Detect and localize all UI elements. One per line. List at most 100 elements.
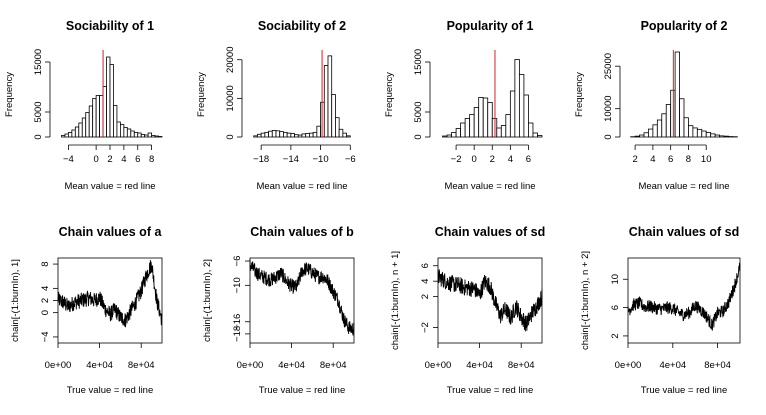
y-axis-label: chain[-(1:burnIn), n + 1] <box>390 251 401 350</box>
hist-bar <box>524 95 529 137</box>
y-axis-label: chain[-(1:burnIn), n + 2] <box>580 251 591 350</box>
x-axis-label: True value = red line <box>67 385 154 396</box>
hist-bar <box>443 136 448 137</box>
y-axis-label: Frequency <box>574 72 585 117</box>
hist-bar <box>309 133 313 137</box>
y-tick-label: −6 <box>232 256 243 267</box>
hist-bar <box>335 118 339 137</box>
hist-bar <box>113 106 116 138</box>
hist-bar <box>675 52 679 137</box>
hist-bar <box>276 131 280 137</box>
hist-bar <box>82 118 85 137</box>
hist-bar <box>666 104 670 137</box>
hist-bar <box>653 125 657 137</box>
hist-bar <box>501 126 506 138</box>
x-tick-label: −2 <box>451 154 462 165</box>
y-axis-label: Frequency <box>384 72 395 117</box>
y-tick-label: 0 <box>413 134 424 139</box>
hist-bar <box>127 129 130 137</box>
hist-bar <box>291 134 295 137</box>
y-tick-label: 4 <box>40 286 51 291</box>
hist-bar <box>313 132 317 137</box>
hist-bar <box>68 133 71 138</box>
x-tick-label: 0e+00 <box>237 360 264 371</box>
hist-bar <box>134 133 137 138</box>
hist-bar <box>488 103 493 138</box>
panel-2: Sociability of 2−18−14−10−601000020000Me… <box>196 19 356 192</box>
hist-bar <box>280 132 284 137</box>
x-tick-label: 4 <box>650 154 655 165</box>
x-axis-label: True value = red line <box>447 385 534 396</box>
panel-title: Sociability of 2 <box>258 19 346 33</box>
hist-bar <box>456 129 461 138</box>
hist-bar <box>124 128 127 138</box>
y-axis: −18−16−10−6 <box>232 256 250 342</box>
hist-bar <box>120 125 123 138</box>
hist-bar <box>324 66 328 137</box>
y-tick-label: 5000 <box>33 101 44 122</box>
y-tick-label: 10 <box>610 274 621 285</box>
hist-bar <box>702 131 706 137</box>
x-axis-label: Mean value = red line <box>638 181 729 192</box>
y-tick-label: −10 <box>232 277 243 293</box>
hist-bar <box>470 115 475 138</box>
hist-bar <box>138 133 141 137</box>
panel-title: Sociability of 1 <box>66 19 154 33</box>
hist-bar <box>65 134 68 137</box>
x-tick-label: 2 <box>490 154 495 165</box>
hist-bar <box>269 131 273 137</box>
hist-bar <box>483 98 488 137</box>
y-tick-label: 2 <box>420 294 431 299</box>
y-tick-label: 0 <box>40 310 51 315</box>
panel-title: Chain values of b <box>250 225 354 239</box>
hist-bar <box>298 135 302 137</box>
hist-bar <box>680 99 684 137</box>
hist-bar <box>697 129 701 137</box>
hist-bar <box>131 131 134 137</box>
hist-bar <box>79 123 82 137</box>
x-tick-label: 8 <box>686 154 691 165</box>
y-tick-label: 6 <box>610 305 621 310</box>
hist-bar <box>533 133 538 137</box>
plot-frame <box>438 258 542 343</box>
x-tick-label: 4e+04 <box>86 360 113 371</box>
y-tick-label: 2 <box>610 333 621 338</box>
panel-title: Popularity of 2 <box>641 19 728 33</box>
hist-bar <box>635 136 639 137</box>
y-tick-label: 15000 <box>33 49 44 75</box>
x-tick-label: −6 <box>345 154 356 165</box>
x-tick-label: 0e+00 <box>45 360 72 371</box>
hist-bar <box>497 128 502 137</box>
x-tick-label: 10 <box>701 154 712 165</box>
hist-bar <box>720 136 724 137</box>
panel-title: Popularity of 1 <box>447 19 534 33</box>
chain-trace <box>250 259 354 335</box>
hist-bar <box>347 136 351 137</box>
hist-bar <box>706 132 710 137</box>
hist-bar <box>648 129 652 137</box>
hist-bar <box>640 135 644 137</box>
hist-bar <box>100 96 103 138</box>
chain-trace <box>438 269 542 331</box>
x-tick-label: −10 <box>313 154 329 165</box>
x-tick-label: 4e+04 <box>659 360 686 371</box>
hist-bar <box>662 114 666 137</box>
hist-bar <box>519 75 524 138</box>
y-tick-label: 25000 <box>603 53 614 79</box>
y-tick-label: 10000 <box>225 85 236 111</box>
x-tick-label: 0 <box>472 154 477 165</box>
hist-bar <box>515 60 520 138</box>
hist-bar <box>711 134 715 137</box>
y-tick-label: 0 <box>603 134 614 139</box>
x-tick-label: 0 <box>93 154 98 165</box>
hist-bar <box>332 95 336 138</box>
x-tick-label: 4e+04 <box>466 360 493 371</box>
hist-bar <box>339 129 343 137</box>
x-tick-label: 6 <box>526 154 531 165</box>
x-tick-label: 8e+04 <box>704 360 731 371</box>
